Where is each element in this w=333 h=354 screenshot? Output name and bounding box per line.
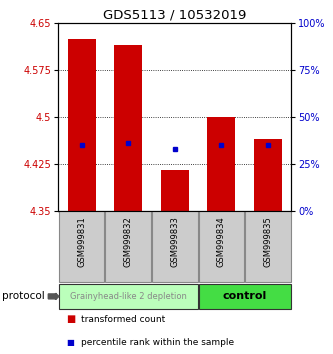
Bar: [207, 117, 235, 211]
Bar: [161, 170, 189, 211]
Bar: [254, 139, 282, 211]
FancyBboxPatch shape: [198, 211, 244, 282]
Text: GSM999834: GSM999834: [217, 217, 226, 267]
Text: percentile rank within the sample: percentile rank within the sample: [81, 338, 234, 347]
FancyBboxPatch shape: [59, 211, 105, 282]
Text: transformed count: transformed count: [81, 315, 165, 324]
Title: GDS5113 / 10532019: GDS5113 / 10532019: [103, 9, 246, 22]
Text: ■: ■: [67, 338, 75, 347]
Text: ■: ■: [67, 314, 76, 324]
Text: protocol: protocol: [2, 291, 44, 301]
Text: GSM999833: GSM999833: [170, 217, 179, 267]
Text: Grainyhead-like 2 depletion: Grainyhead-like 2 depletion: [70, 292, 186, 301]
FancyBboxPatch shape: [59, 284, 198, 309]
Bar: [114, 45, 142, 211]
Text: GSM999835: GSM999835: [263, 217, 273, 267]
FancyBboxPatch shape: [152, 211, 198, 282]
FancyBboxPatch shape: [198, 284, 291, 309]
Text: control: control: [223, 291, 267, 301]
Text: GSM999832: GSM999832: [124, 217, 133, 267]
Bar: [68, 39, 96, 211]
FancyBboxPatch shape: [245, 211, 291, 282]
Text: GSM999831: GSM999831: [77, 217, 86, 267]
FancyBboxPatch shape: [105, 211, 151, 282]
